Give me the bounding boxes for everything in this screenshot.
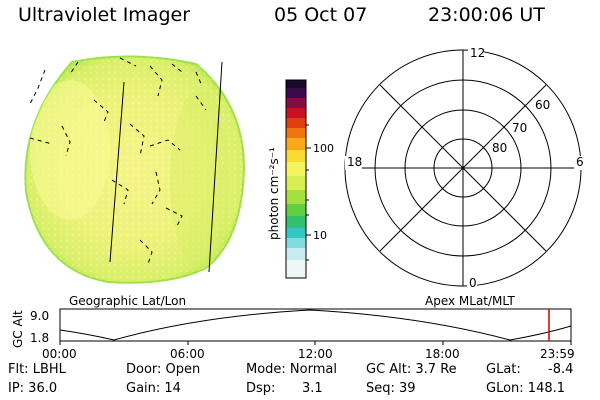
mlat-label-60: 60 [535, 98, 550, 112]
mode-status: Mode: Normal [246, 362, 337, 377]
uvi-earth-image [24, 55, 246, 284]
intensity-colorbar [285, 79, 311, 279]
filter-status: Flt: LBHL [8, 362, 66, 377]
glat-value: -8.4 [548, 362, 574, 377]
seq-status: Seq: 39 [366, 381, 416, 396]
timeline-tick: 18:00 [425, 347, 460, 361]
timeline-ymax: 9.0 [30, 309, 49, 323]
ip-status: IP: 36.0 [8, 381, 58, 396]
timeline-tick: 06:00 [170, 347, 205, 361]
timeline-tick: 00:00 [42, 347, 77, 361]
timeline-tick: 23:59 [540, 347, 575, 361]
colorbar-tick-10: 10 [313, 229, 327, 242]
mlt-label-0: 0 [469, 276, 477, 290]
observation-time: 23:00:06 UT [428, 4, 545, 26]
apex-polar-grid [344, 49, 582, 287]
mlt-label-18: 18 [347, 155, 362, 169]
geographic-caption: Geographic Lat/Lon [69, 294, 187, 308]
gain-status: Gain: 14 [126, 381, 181, 396]
dsp-value: 3.1 [302, 381, 323, 396]
dsp-label: Dsp: [246, 381, 276, 396]
timeline-ylabel: GC Alt [11, 310, 25, 348]
mlat-label-80: 80 [492, 141, 507, 155]
coastline-overlay [29, 57, 207, 265]
apex-caption: Apex MLat/MLT [425, 294, 515, 308]
colorbar-unit-label: photon cm⁻²s⁻¹ [267, 147, 281, 240]
door-status: Door: Open [126, 362, 201, 377]
colorbar-tick-100: 100 [313, 142, 334, 155]
instrument-title: Ultraviolet Imager [18, 4, 191, 26]
gc-alt-status: GC Alt: 3.7 Re [366, 362, 457, 377]
glat-label: GLat: [486, 362, 521, 377]
mlt-label-6: 6 [576, 155, 584, 169]
timeline-tick: 12:00 [298, 347, 333, 361]
mlat-label-70: 70 [512, 121, 527, 135]
orbit-altitude-timeline [59, 308, 572, 345]
longitude-line [109, 81, 125, 263]
timeline-ymin: 1.8 [30, 331, 49, 345]
glon-status: GLon: 148.1 [486, 381, 566, 396]
longitude-line [208, 61, 223, 273]
mlt-label-12: 12 [470, 46, 485, 60]
observation-date: 05 Oct 07 [274, 4, 368, 26]
